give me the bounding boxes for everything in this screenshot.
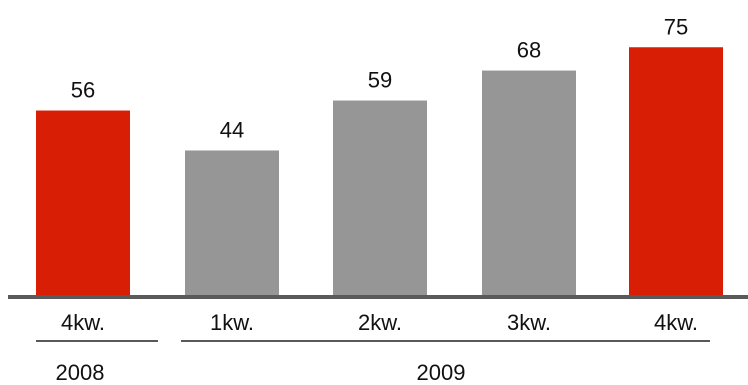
bar-1 bbox=[36, 111, 130, 297]
value-label-4: 68 bbox=[517, 38, 541, 63]
category-label-2: 1kw. bbox=[210, 310, 254, 335]
year-groups-layer: 2008 2009 bbox=[36, 341, 710, 385]
category-label-1: 4kw. bbox=[61, 310, 105, 335]
bar-2 bbox=[185, 150, 279, 297]
bar-5 bbox=[629, 47, 723, 297]
value-label-5: 75 bbox=[664, 14, 688, 39]
value-label-3: 59 bbox=[368, 68, 392, 93]
group-label-2009: 2009 bbox=[417, 360, 466, 385]
category-label-5: 4kw. bbox=[654, 310, 698, 335]
bar-4 bbox=[482, 71, 576, 297]
value-label-2: 44 bbox=[220, 117, 244, 142]
group-label-2008: 2008 bbox=[56, 360, 105, 385]
category-label-3: 2kw. bbox=[358, 310, 402, 335]
category-labels-layer: 4kw. 1kw. 2kw. 3kw. 4kw. bbox=[61, 310, 698, 335]
value-label-1: 56 bbox=[71, 78, 95, 103]
category-label-4: 3kw. bbox=[507, 310, 551, 335]
bar-3 bbox=[333, 101, 427, 297]
